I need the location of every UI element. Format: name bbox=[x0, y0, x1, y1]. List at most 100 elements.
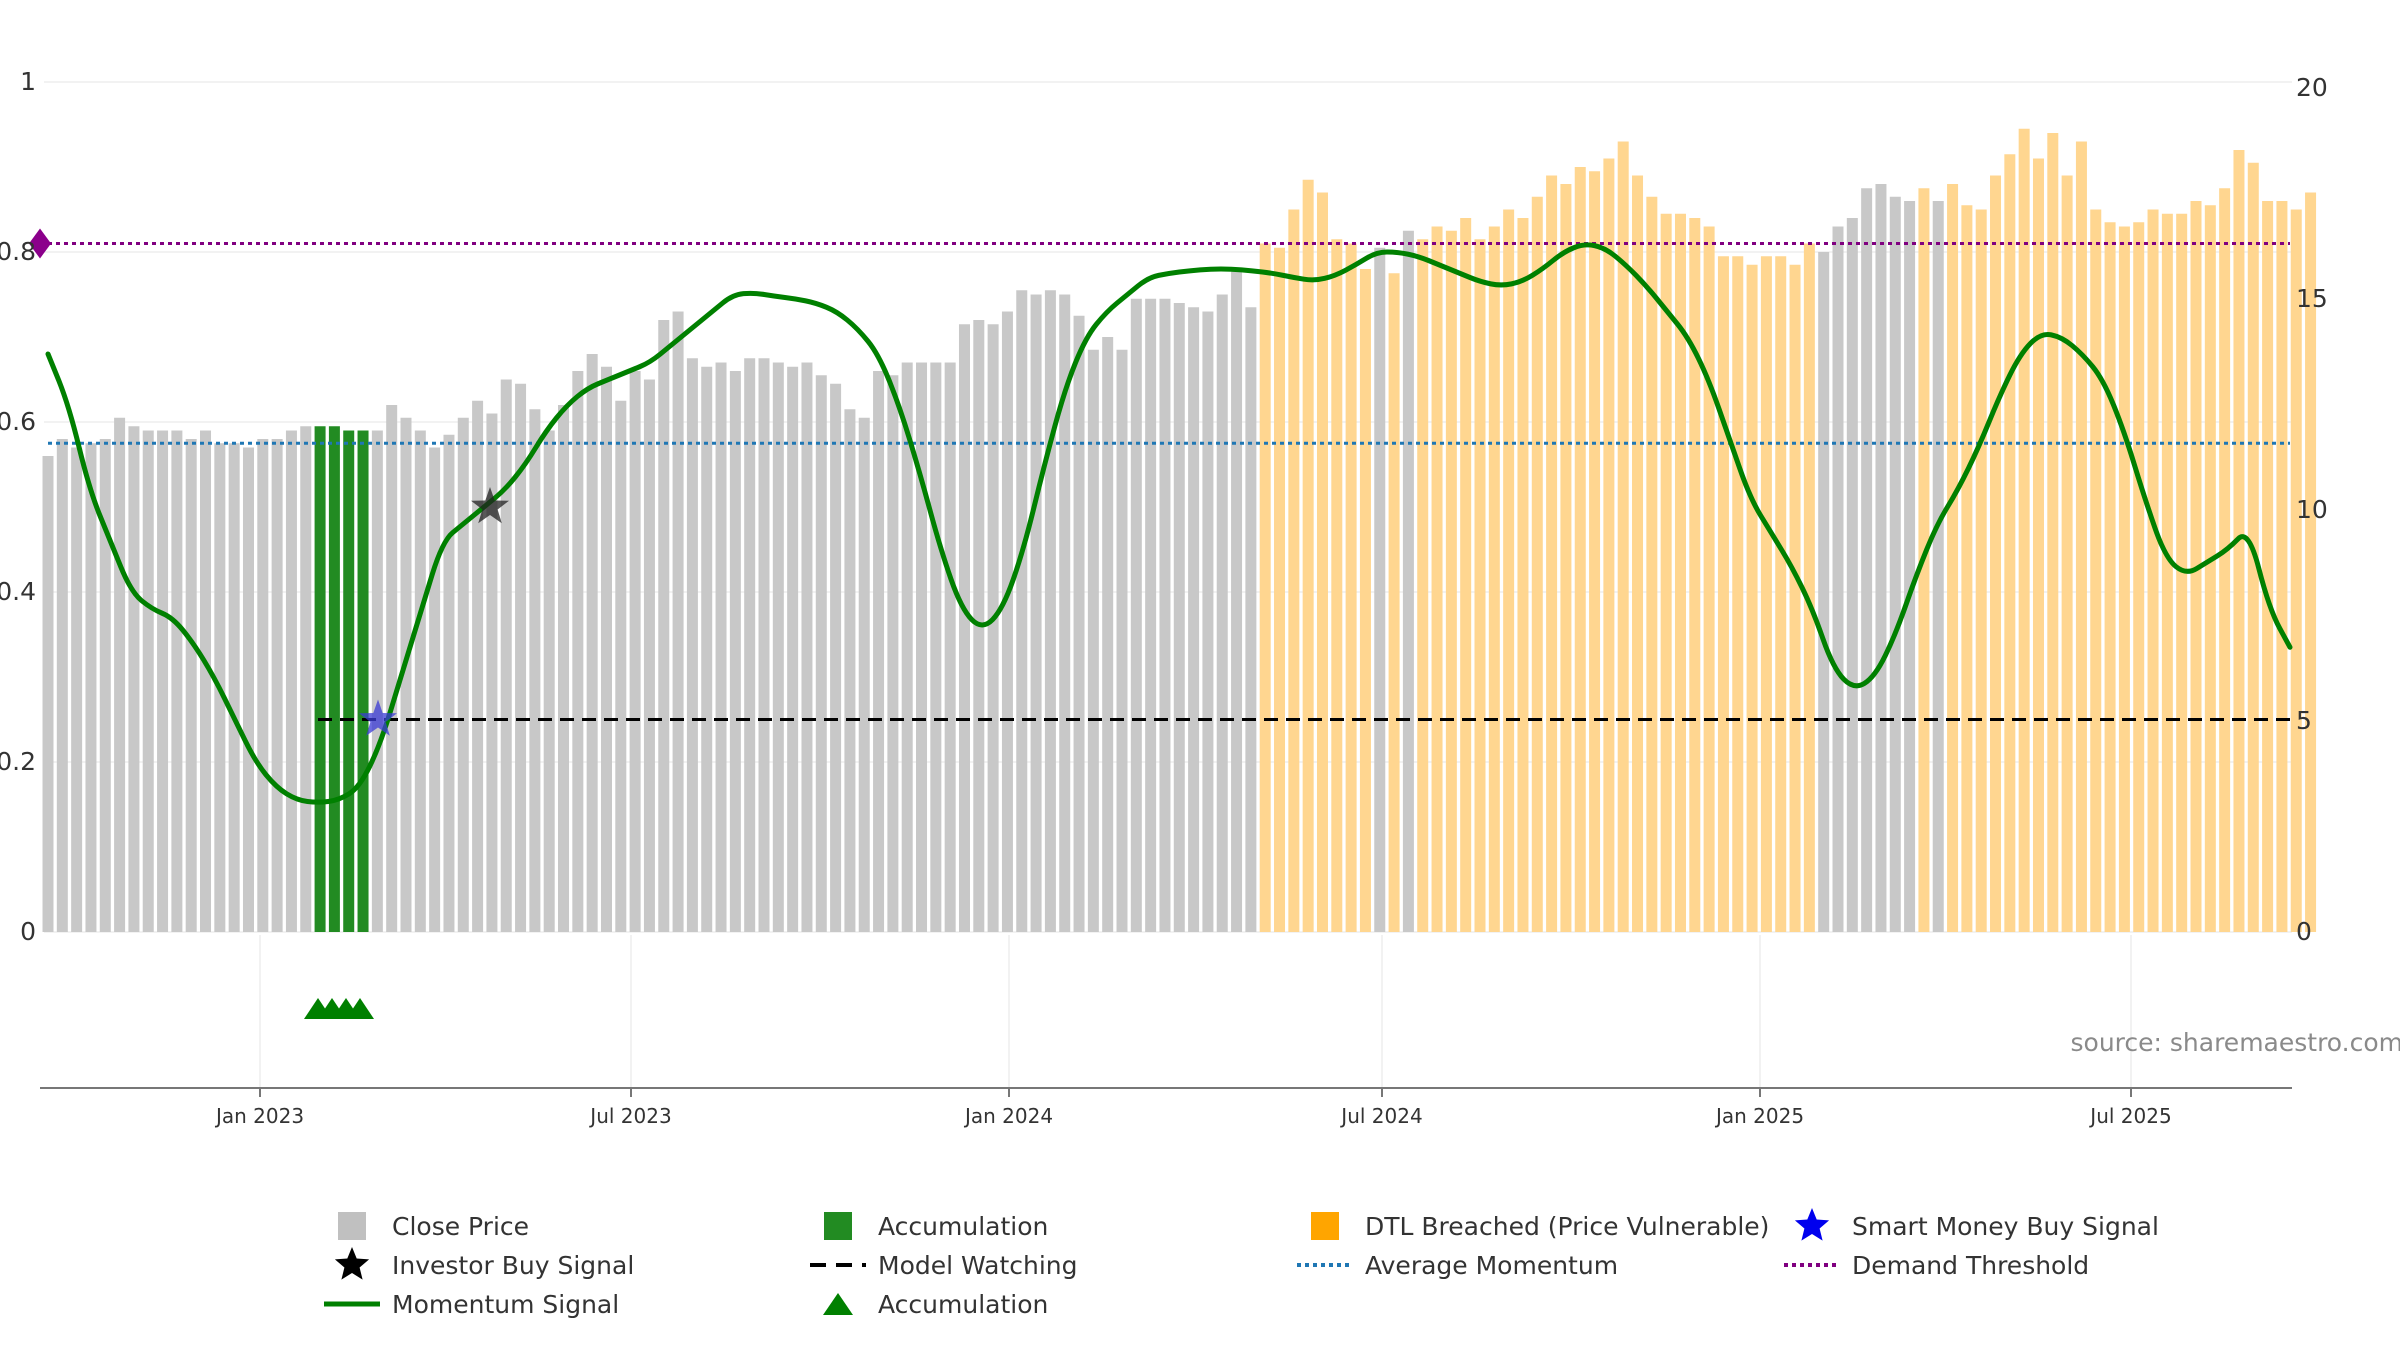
bar-gray bbox=[1904, 201, 1916, 932]
bar-gray bbox=[443, 434, 455, 932]
bar-orange bbox=[2305, 192, 2317, 932]
bar-gray bbox=[257, 439, 269, 932]
bar-orange bbox=[2133, 222, 2145, 932]
bar-orange bbox=[1331, 239, 1343, 932]
bar-gray bbox=[1216, 294, 1228, 932]
y-left-tick: 0 bbox=[20, 917, 36, 946]
bar-green bbox=[357, 430, 369, 932]
bar-gray bbox=[801, 362, 813, 932]
bar-gray bbox=[128, 426, 140, 932]
legend-item-average-momentum: Average Momentum bbox=[1293, 1246, 1618, 1284]
bar-gray bbox=[472, 400, 484, 932]
legend-label: DTL Breached (Price Vulnerable) bbox=[1365, 1211, 1770, 1241]
bar-gray bbox=[486, 413, 498, 932]
bar-orange bbox=[2118, 226, 2130, 932]
bar-gray bbox=[944, 362, 956, 932]
legend-label: Smart Money Buy Signal bbox=[1852, 1211, 2159, 1241]
bar-gray bbox=[200, 430, 212, 932]
bar-gray bbox=[1932, 201, 1944, 932]
bar-gray bbox=[42, 456, 54, 932]
bar-gray bbox=[815, 375, 827, 932]
legend: Close Price Accumulation DTL Breached (P… bbox=[320, 1207, 2220, 1327]
bar-gray bbox=[787, 366, 799, 932]
legend-item-smart-money: Smart Money Buy Signal bbox=[1780, 1207, 2159, 1245]
bar-gray bbox=[572, 371, 584, 932]
bar-gray bbox=[171, 430, 183, 932]
bar-gray bbox=[429, 447, 441, 932]
bar-orange bbox=[2032, 158, 2044, 932]
bar-gray bbox=[1875, 184, 1887, 932]
bar-orange bbox=[1674, 213, 1686, 932]
bar-gray bbox=[729, 371, 741, 932]
bar-orange bbox=[1316, 192, 1328, 932]
reference-lines bbox=[48, 242, 2290, 721]
bar-gray bbox=[529, 409, 541, 932]
bar-orange bbox=[1488, 226, 1500, 932]
bar-gray bbox=[1188, 307, 1200, 932]
bar-gray bbox=[1374, 247, 1386, 932]
bar-gray bbox=[99, 439, 111, 932]
bar-gray bbox=[643, 379, 655, 932]
gray-square-icon bbox=[320, 1207, 384, 1245]
bar-orange bbox=[1990, 175, 2002, 932]
bar-orange bbox=[2161, 213, 2173, 932]
bar-orange bbox=[1717, 256, 1729, 932]
bar-gray bbox=[887, 375, 899, 932]
bar-orange bbox=[1388, 273, 1400, 932]
bar-gray bbox=[1130, 298, 1142, 932]
bar-gray bbox=[1016, 290, 1028, 932]
bar-gray bbox=[1818, 252, 1830, 932]
axes bbox=[40, 1087, 2292, 1097]
bar-green bbox=[343, 430, 355, 932]
bar-gray bbox=[71, 447, 83, 932]
legend-item-momentum-signal: Momentum Signal bbox=[320, 1285, 619, 1323]
x-tick: Jul 2024 bbox=[1339, 1104, 1422, 1128]
bar-gray bbox=[1159, 298, 1171, 932]
bar-gray bbox=[1073, 315, 1085, 932]
bar-gray bbox=[629, 371, 641, 932]
bar-gray bbox=[916, 362, 928, 932]
bar-orange bbox=[2047, 133, 2059, 932]
bar-gray bbox=[701, 366, 713, 932]
bar-gray bbox=[715, 362, 727, 932]
legend-item-accumulation-marker: Accumulation bbox=[806, 1285, 1048, 1323]
dashed-line-icon bbox=[806, 1246, 870, 1284]
bar-gray bbox=[242, 447, 254, 932]
bar-orange bbox=[1417, 239, 1429, 932]
bar-orange bbox=[1302, 179, 1314, 932]
legend-label: Investor Buy Signal bbox=[392, 1250, 635, 1280]
bar-orange bbox=[1431, 226, 1443, 932]
x-tick: Jan 2025 bbox=[1714, 1104, 1804, 1128]
x-tick: Jul 2025 bbox=[2088, 1104, 2171, 1128]
source-label: source: sharemaestro.com bbox=[2071, 1028, 2400, 1057]
legend-label: Model Watching bbox=[878, 1250, 1078, 1280]
bar-green bbox=[328, 426, 340, 932]
bar-orange bbox=[1345, 243, 1357, 932]
bar-orange bbox=[1646, 196, 1658, 932]
bar-gray bbox=[1116, 349, 1128, 932]
bar-orange bbox=[1775, 256, 1787, 932]
bar-gray bbox=[1145, 298, 1157, 932]
bar-orange bbox=[1803, 243, 1815, 932]
bar-gray bbox=[300, 426, 312, 932]
bar-orange bbox=[1531, 196, 1543, 932]
bar-gray bbox=[400, 417, 412, 932]
bar-orange bbox=[2176, 213, 2188, 932]
bar-orange bbox=[1689, 218, 1701, 932]
bar-green bbox=[314, 426, 326, 932]
bar-orange bbox=[2061, 175, 2073, 932]
solid-line-icon bbox=[320, 1285, 384, 1323]
bar-orange bbox=[1732, 256, 1744, 932]
bar-orange bbox=[1961, 205, 1973, 932]
legend-item-accumulation: Accumulation bbox=[806, 1207, 1048, 1245]
bar-gray bbox=[586, 354, 598, 932]
x-tick: Jan 2024 bbox=[963, 1104, 1053, 1128]
y-right-tick: 15 bbox=[2296, 284, 2328, 313]
orange-square-icon bbox=[1293, 1207, 1357, 1245]
bar-gray bbox=[873, 371, 885, 932]
y-right-tick: 10 bbox=[2296, 495, 2328, 524]
legend-label: Accumulation bbox=[878, 1289, 1049, 1319]
bar-gray bbox=[658, 320, 670, 932]
bar-gray bbox=[543, 430, 555, 932]
